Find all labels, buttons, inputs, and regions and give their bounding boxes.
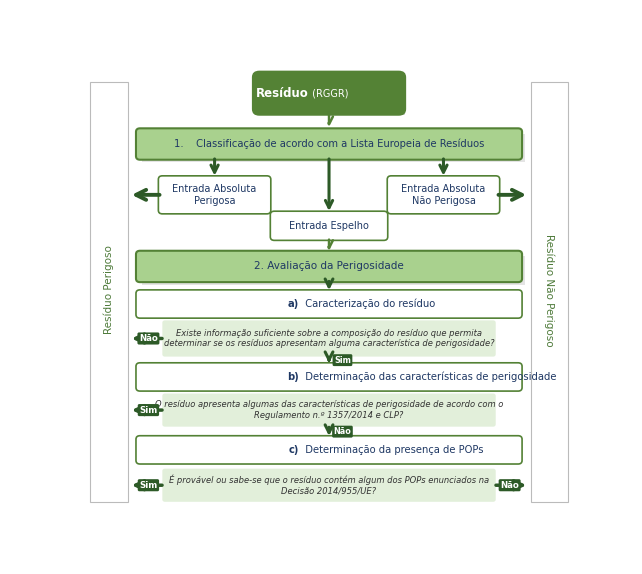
FancyBboxPatch shape (136, 436, 522, 464)
Bar (142, 134, 525, 162)
FancyBboxPatch shape (162, 320, 496, 356)
Text: 1.    Classificação de acordo com a Lista Europeia de Resíduos: 1. Classificação de acordo com a Lista E… (174, 139, 484, 149)
Text: a): a) (288, 299, 299, 309)
Text: Sim: Sim (334, 356, 351, 364)
FancyBboxPatch shape (252, 71, 406, 116)
FancyBboxPatch shape (159, 176, 271, 214)
Text: É provável ou sabe-se que o resíduo contém algum dos POPs enunciados na
Decisão : É provável ou sabe-se que o resíduo cont… (169, 475, 489, 496)
FancyBboxPatch shape (136, 290, 522, 318)
Text: Caracterização do resíduo: Caracterização do resíduo (299, 298, 435, 309)
Text: Resíduo Perigoso: Resíduo Perigoso (103, 246, 114, 334)
Bar (90, 82, 128, 502)
Text: b): b) (288, 372, 299, 382)
FancyBboxPatch shape (136, 251, 522, 282)
Text: O resíduo apresenta algumas das características de perigosidade de acordo com o
: O resíduo apresenta algumas das caracter… (155, 401, 503, 420)
Text: Sim: Sim (139, 406, 157, 414)
Text: (RGGR): (RGGR) (309, 88, 349, 98)
Text: Não: Não (500, 481, 519, 490)
Text: Entrada Absoluta
Não Perigosa: Entrada Absoluta Não Perigosa (401, 184, 485, 205)
Text: 2. Avaliação da Perigosidade: 2. Avaliação da Perigosidade (254, 261, 404, 272)
Text: c): c) (289, 445, 299, 455)
FancyBboxPatch shape (136, 363, 522, 391)
Text: Entrada Espelho: Entrada Espelho (289, 221, 369, 231)
Bar (142, 256, 525, 285)
Text: Sim: Sim (139, 481, 157, 490)
Text: Resíduo: Resíduo (256, 87, 309, 100)
Text: Não: Não (139, 334, 158, 343)
FancyBboxPatch shape (387, 176, 499, 214)
Text: Determinação da presença de POPs: Determinação da presença de POPs (299, 445, 483, 455)
Bar (530, 82, 568, 502)
Text: Entrada Absoluta
Perigosa: Entrada Absoluta Perigosa (173, 184, 257, 205)
FancyBboxPatch shape (162, 394, 496, 426)
FancyBboxPatch shape (270, 211, 388, 241)
FancyBboxPatch shape (162, 468, 496, 502)
Text: Resíduo Não Perigoso: Resíduo Não Perigoso (544, 234, 555, 346)
Text: Determinação das características de perigosidade: Determinação das características de peri… (299, 372, 557, 382)
Text: Existe informação suficiente sobre a composição do resíduo que permita
determina: Existe informação suficiente sobre a com… (164, 329, 494, 348)
Text: Não: Não (334, 427, 351, 436)
Bar (261, 79, 405, 115)
FancyBboxPatch shape (136, 129, 522, 160)
